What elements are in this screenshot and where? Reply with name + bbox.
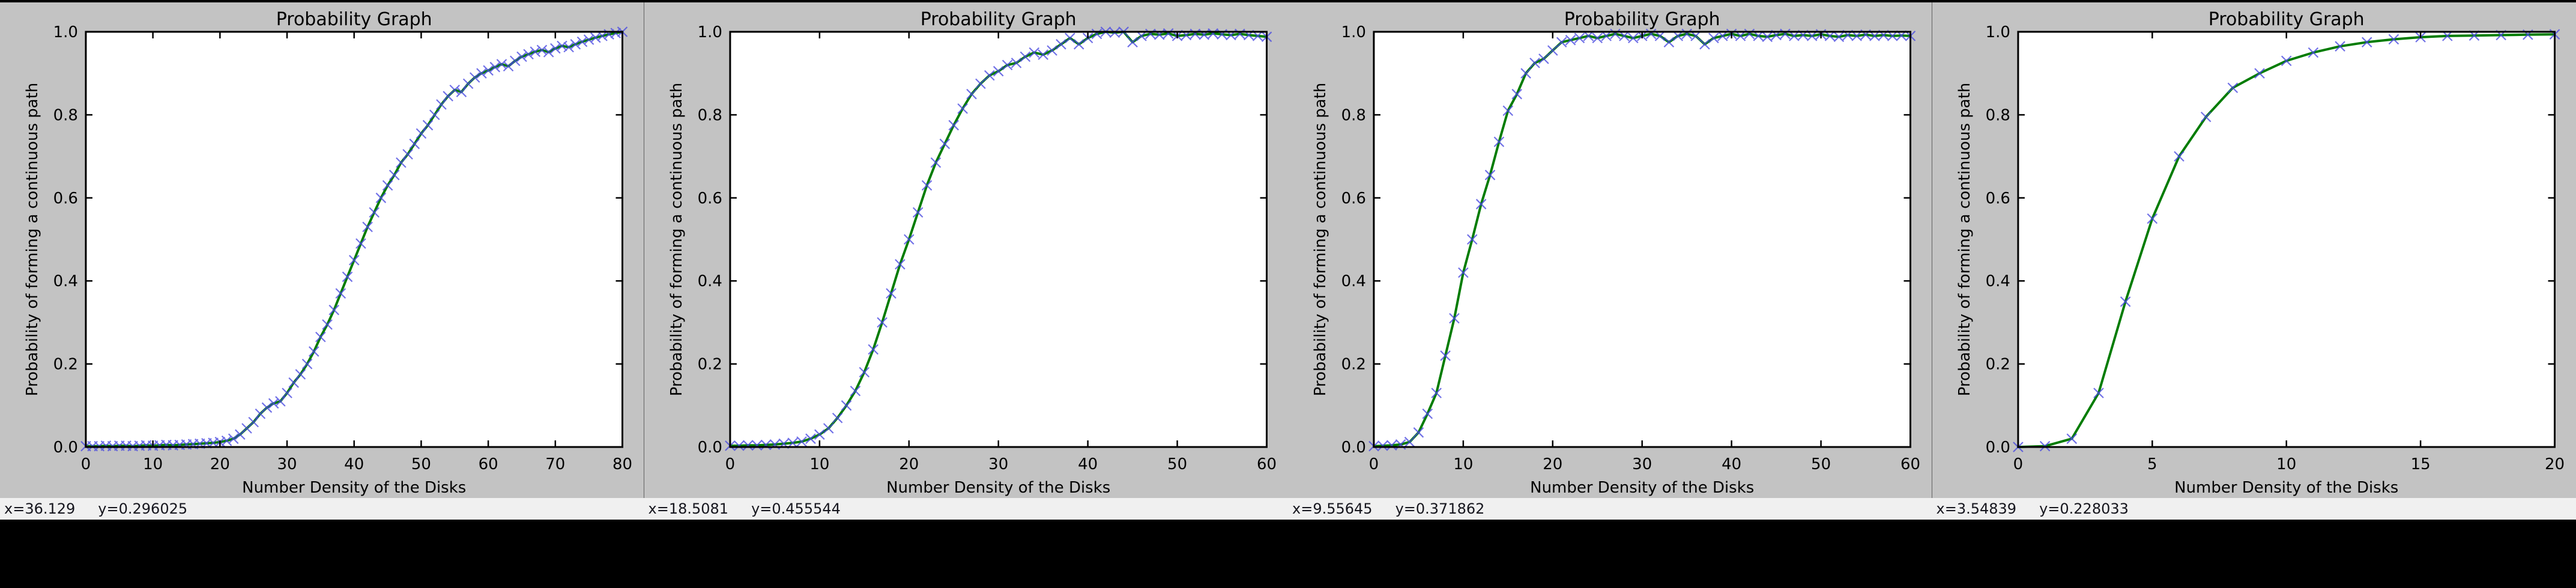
y-tick-label: 0.0 [697,439,722,457]
cursor-x-readout: x=3.54839 [1936,500,2017,517]
status-bar-4: x=3.54839 y=0.228033 [1932,498,2576,520]
figure-window-4: 0 5 10 15 20 0.0 0.2 0.4 0.6 0.8 1.0 Probability Gr… [1932,2,2576,520]
x-tick-label: 10 [1453,455,1473,473]
chart-title: Probability Graph [2208,9,2364,30]
y-tick-label: 0.8 [1341,106,1366,124]
cursor-x-readout: x=36.129 [4,500,76,517]
y-tick-label: 0.2 [697,356,722,374]
y-axis-label: Probability of forming a continuous path [1311,83,1329,396]
y-tick-label: 0.4 [1341,272,1366,290]
status-bar-3: x=9.55645 y=0.371862 [1288,498,1932,520]
y-tick-label: 0.0 [1341,439,1366,457]
x-tick-label: 40 [1078,455,1098,473]
y-tick-label: 0.8 [697,106,722,124]
y-tick-label: 0.2 [1985,356,2010,374]
x-axis-label: Number Density of the Disks [1530,479,1754,497]
y-tick-label: 0.6 [1341,190,1366,208]
x-tick-label: 80 [612,455,632,473]
cursor-x-readout: x=18.5081 [648,500,729,517]
probability-chart-1[interactable]: 0 10 20 30 40 50 60 70 80 0.0 0.2 0.4 0.6 0.8 1.0 Proba… [0,2,644,498]
y-tick-label: 0.4 [1985,272,2010,290]
x-axis-label: Number Density of the Disks [242,479,466,497]
y-tick-label: 1.0 [697,23,722,41]
y-tick-label: 1.0 [53,23,78,41]
y-tick-label: 0.4 [53,272,78,290]
taskbar-area [0,520,2576,588]
status-bar-2: x=18.5081 y=0.455544 [644,498,1288,520]
x-tick-label: 50 [1811,455,1831,473]
x-tick-label: 10 [143,455,163,473]
y-tick-label: 0.6 [697,190,722,208]
plot-area [85,32,623,447]
top-strip [0,0,2576,2]
y-tick-label: 1.0 [1341,23,1366,41]
figure-window-1: 0 10 20 30 40 50 60 70 80 0.0 0.2 0.4 0.6 0.8 1.0 Proba… [0,2,644,520]
x-axis-label: Number Density of the Disks [886,479,1110,497]
x-tick-label: 20 [2544,455,2564,473]
x-tick-label: 5 [2147,455,2157,473]
x-tick-label: 20 [1543,455,1562,473]
cursor-y-readout: y=0.296025 [98,500,188,517]
x-tick-label: 20 [899,455,919,473]
x-tick-label: 20 [210,455,230,473]
cursor-y-readout: y=0.371862 [1395,500,1485,517]
x-tick-label: 50 [411,455,431,473]
chart-title: Probability Graph [920,9,1076,30]
y-tick-label: 0.8 [53,106,78,124]
x-tick-label: 40 [1722,455,1741,473]
y-axis-label: Probability of forming a continuous path [667,83,685,396]
x-tick-label: 30 [988,455,1008,473]
figure-windows-row: 0 10 20 30 40 50 60 70 80 0.0 0.2 0.4 0.6 0.8 1.0 Proba… [0,2,2576,520]
y-axis-label: Probability of forming a continuous path [23,83,41,396]
chart-title: Probability Graph [1564,9,1720,30]
x-tick-label: 60 [479,455,498,473]
y-tick-label: 0.4 [697,272,722,290]
y-tick-label: 0.2 [53,356,78,374]
y-tick-label: 0.6 [53,190,78,208]
cursor-y-readout: y=0.228033 [2039,500,2129,517]
plot-area [730,32,1267,447]
x-tick-label: 0 [725,455,735,473]
probability-chart-2[interactable]: 0 10 20 30 40 50 60 0.0 0.2 0.4 0.6 0.8 1.0 Probabili… [644,2,1289,498]
x-tick-label: 60 [1256,455,1276,473]
probability-chart-4[interactable]: 0 5 10 15 20 0.0 0.2 0.4 0.6 0.8 1.0 Probability Gr… [1932,2,2576,498]
y-tick-label: 0.0 [53,439,78,457]
x-tick-label: 50 [1167,455,1187,473]
x-tick-label: 70 [545,455,565,473]
probability-chart-3[interactable]: 0 10 20 30 40 50 60 0.0 0.2 0.4 0.6 0.8 1.0 Probabili… [1288,2,1932,498]
figure-window-2: 0 10 20 30 40 50 60 0.0 0.2 0.4 0.6 0.8 1.0 Probabili… [644,2,1289,520]
x-axis-label: Number Density of the Disks [2174,479,2398,497]
y-tick-label: 1.0 [1985,23,2010,41]
cursor-y-readout: y=0.455544 [751,500,841,517]
y-axis-label: Probability of forming a continuous path [1955,83,1973,396]
x-tick-label: 15 [2410,455,2430,473]
x-tick-label: 30 [277,455,297,473]
y-tick-label: 0.2 [1341,356,1366,374]
plot-area [1373,32,1911,447]
y-tick-label: 0.0 [1985,439,2010,457]
chart-title: Probability Graph [276,9,432,30]
x-tick-label: 30 [1632,455,1652,473]
cursor-x-readout: x=9.55645 [1292,500,1373,517]
figure-window-3: 0 10 20 30 40 50 60 0.0 0.2 0.4 0.6 0.8 1.0 Probabili… [1288,2,1932,520]
x-tick-label: 10 [2276,455,2296,473]
x-tick-label: 60 [1900,455,1920,473]
x-tick-label: 0 [1369,455,1379,473]
status-bar-1: x=36.129 y=0.296025 [0,498,644,520]
y-tick-label: 0.8 [1985,106,2010,124]
x-tick-label: 0 [2013,455,2023,473]
x-tick-label: 0 [81,455,91,473]
x-tick-label: 40 [344,455,364,473]
x-tick-label: 10 [809,455,829,473]
plot-area [2018,32,2555,447]
y-tick-label: 0.6 [1985,190,2010,208]
